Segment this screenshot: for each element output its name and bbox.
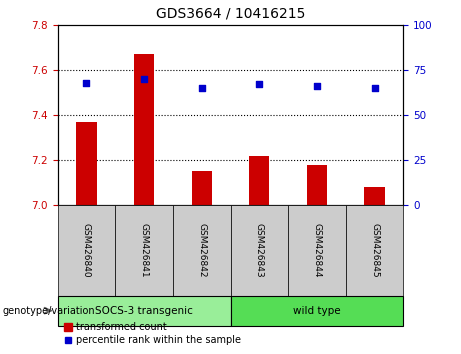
Point	[83, 80, 90, 85]
Bar	[307, 165, 327, 205]
Title: GDS3664 / 10416215: GDS3664 / 10416215	[156, 7, 305, 21]
Text: wild type: wild type	[293, 306, 341, 316]
Text: GSM426841: GSM426841	[140, 223, 148, 278]
Point	[140, 76, 148, 82]
Bar	[77, 122, 96, 205]
Bar	[134, 54, 154, 205]
Point	[255, 81, 263, 87]
Text: GSM426845: GSM426845	[370, 223, 379, 278]
Text: SOCS-3 transgenic: SOCS-3 transgenic	[95, 306, 193, 316]
Text: GSM426840: GSM426840	[82, 223, 91, 278]
Bar	[192, 171, 212, 205]
Bar	[249, 156, 269, 205]
Bar	[365, 187, 384, 205]
Point	[198, 85, 206, 91]
Text: GSM426843: GSM426843	[255, 223, 264, 278]
Text: genotype/variation: genotype/variation	[2, 306, 95, 316]
Legend: transformed count, percentile rank within the sample: transformed count, percentile rank withi…	[60, 319, 245, 349]
Text: GSM426844: GSM426844	[313, 223, 321, 278]
Point	[313, 83, 321, 89]
Text: GSM426842: GSM426842	[197, 223, 206, 278]
Point	[371, 85, 378, 91]
